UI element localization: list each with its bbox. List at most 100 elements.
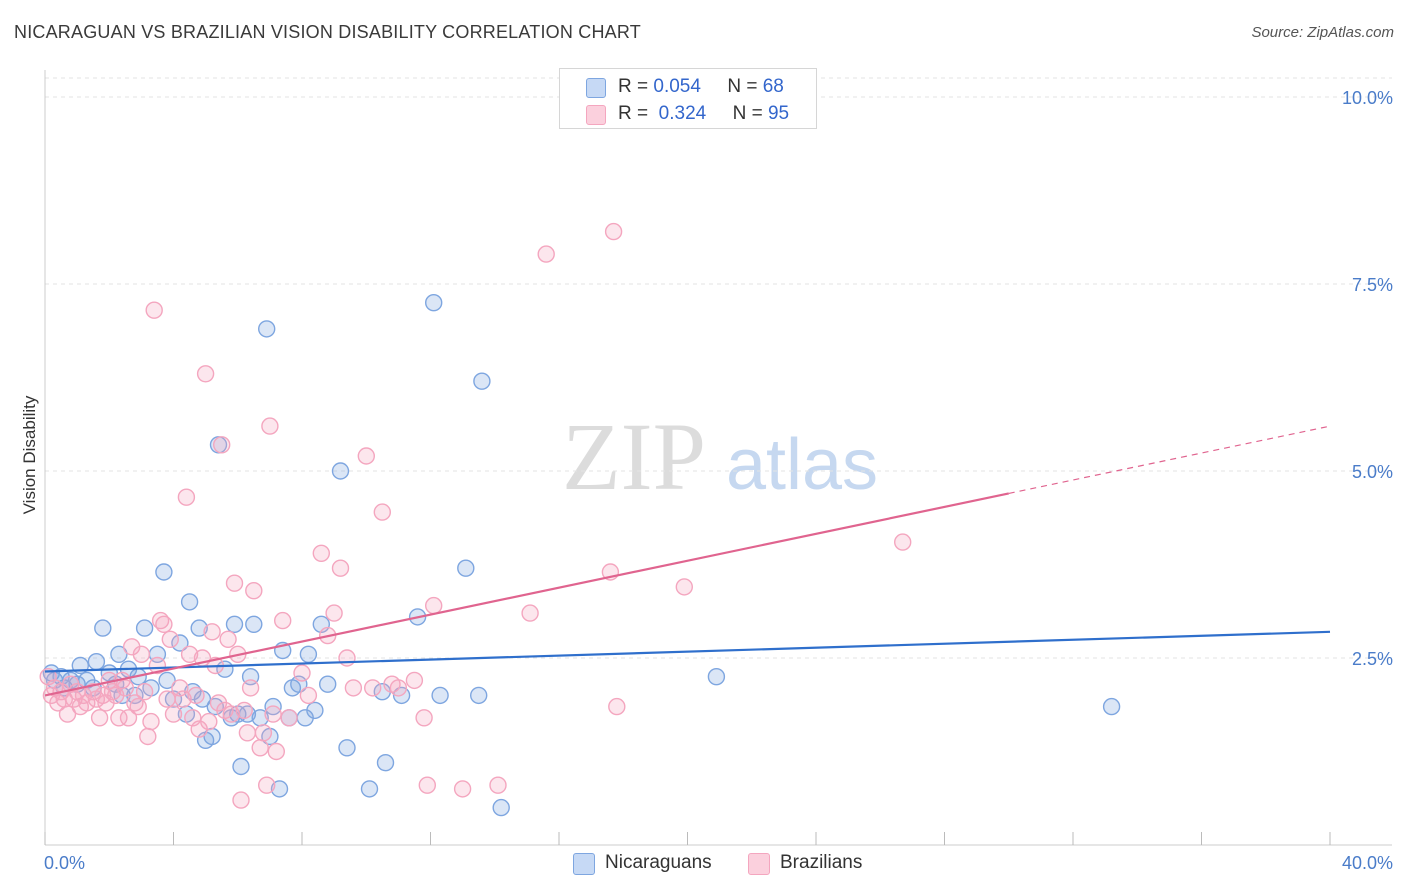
legend-swatch-brazilians bbox=[586, 105, 606, 125]
point-nicaraguans-56 bbox=[331, 462, 350, 480]
x-tick-label-max: 40.0% bbox=[1342, 853, 1393, 873]
point-nicaraguans-63 bbox=[425, 294, 443, 312]
point-nicaraguans-18 bbox=[135, 619, 154, 637]
point-brazilians-56 bbox=[225, 574, 244, 592]
watermark-zip: ZIP bbox=[562, 403, 706, 510]
point-nicaraguans-41 bbox=[245, 615, 263, 633]
point-brazilians-30 bbox=[139, 727, 157, 746]
point-brazilians-72 bbox=[299, 686, 318, 705]
point-brazilians-54 bbox=[219, 630, 237, 648]
axes bbox=[44, 70, 1392, 846]
point-brazilians-90 bbox=[521, 604, 539, 622]
point-brazilians-40 bbox=[174, 690, 192, 708]
point-nicaraguans-67 bbox=[473, 372, 491, 390]
point-brazilians-21 bbox=[110, 709, 128, 727]
point-brazilians-47 bbox=[196, 365, 215, 383]
point-nicaraguans-55 bbox=[319, 675, 337, 693]
point-brazilians-49 bbox=[203, 623, 221, 641]
point-brazilians-35 bbox=[155, 615, 173, 633]
point-brazilians-48 bbox=[200, 712, 218, 731]
point-brazilians-78 bbox=[344, 679, 363, 697]
y-tick-label-1: 5.0% bbox=[1352, 462, 1393, 482]
point-brazilians-84 bbox=[405, 671, 424, 690]
point-nicaraguans-46 bbox=[270, 780, 289, 798]
point-brazilians-23 bbox=[116, 679, 135, 697]
point-brazilians-69 bbox=[274, 611, 292, 630]
point-nicaraguans-10 bbox=[94, 619, 112, 637]
point-nicaraguans-21 bbox=[155, 563, 173, 581]
gridlines bbox=[45, 77, 1392, 659]
point-nicaraguans-22 bbox=[158, 671, 176, 690]
point-brazilians-79 bbox=[357, 447, 375, 465]
correlation-legend: R = 0.054 N = 68 R = 0.324 N = 95 bbox=[559, 68, 817, 129]
point-brazilians-76 bbox=[331, 559, 350, 577]
y-tick-label-2: 7.5% bbox=[1352, 275, 1393, 295]
point-nicaraguans-52 bbox=[299, 645, 318, 663]
point-nicaraguans-64 bbox=[431, 686, 449, 705]
point-brazilians-59 bbox=[235, 701, 253, 720]
point-brazilians-42 bbox=[180, 645, 199, 663]
point-brazilians-27 bbox=[129, 697, 147, 716]
point-brazilians-33 bbox=[148, 656, 167, 675]
trend-line-brazilians-extension bbox=[1008, 425, 1331, 495]
legend-swatch-nicaraguans-bottom bbox=[573, 853, 595, 875]
legend-label-nicaraguans: Nicaraguans bbox=[605, 852, 712, 873]
source-label: Source: ZipAtlas.com bbox=[1251, 24, 1394, 41]
point-brazilians-15 bbox=[90, 709, 109, 727]
point-nicaraguans-60 bbox=[376, 754, 395, 772]
point-brazilians-64 bbox=[254, 724, 273, 742]
point-nicaraguans-58 bbox=[360, 780, 379, 798]
point-brazilians-71 bbox=[293, 664, 311, 682]
point-nicaraguans-70 bbox=[1102, 697, 1121, 716]
point-brazilians-68 bbox=[267, 742, 285, 761]
point-brazilians-58 bbox=[232, 791, 250, 809]
point-nicaraguans-68 bbox=[492, 798, 510, 817]
point-brazilians-89 bbox=[489, 776, 507, 794]
point-nicaraguans-43 bbox=[258, 320, 276, 338]
point-nicaraguans-36 bbox=[225, 615, 244, 633]
point-brazilians-44 bbox=[187, 686, 205, 705]
point-nicaraguans-13 bbox=[110, 645, 128, 663]
point-brazilians-86 bbox=[418, 776, 436, 794]
point-brazilians-41 bbox=[177, 488, 196, 506]
point-brazilians-28 bbox=[132, 645, 151, 663]
point-brazilians-91 bbox=[537, 245, 555, 263]
point-nicaraguans-65 bbox=[457, 559, 475, 577]
trend-line-nicaraguans bbox=[44, 630, 1331, 673]
legend-stats-nicaraguans: R = 0.054 N = 68 bbox=[618, 76, 784, 97]
point-brazilians-63 bbox=[251, 739, 269, 757]
legend-swatch-nicaraguans bbox=[586, 78, 606, 98]
point-brazilians-75 bbox=[325, 604, 343, 622]
point-nicaraguans-66 bbox=[470, 686, 488, 705]
point-brazilians-24 bbox=[119, 709, 138, 727]
point-brazilians-38 bbox=[164, 705, 183, 723]
point-brazilians-73 bbox=[312, 544, 330, 562]
x-tick-label-min: 0.0% bbox=[44, 853, 85, 873]
point-brazilians-93 bbox=[604, 222, 623, 241]
point-brazilians-95 bbox=[675, 578, 693, 596]
point-brazilians-52 bbox=[212, 436, 231, 454]
trend-line-brazilians bbox=[44, 492, 1009, 697]
point-brazilians-37 bbox=[161, 630, 180, 648]
y-tick-label-0: 2.5% bbox=[1352, 649, 1393, 669]
watermark-atlas: atlas bbox=[726, 425, 878, 505]
legend-swatch-brazilians-bottom bbox=[748, 853, 770, 875]
point-brazilians-60 bbox=[238, 724, 257, 742]
chart-title: NICARAGUAN VS BRAZILIAN VISION DISABILIT… bbox=[14, 22, 641, 42]
point-brazilians-55 bbox=[222, 705, 241, 723]
point-nicaraguans-28 bbox=[190, 619, 208, 637]
point-brazilians-94 bbox=[608, 697, 626, 716]
point-brazilians-31 bbox=[142, 712, 160, 731]
legend-label-brazilians: Brazilians bbox=[780, 852, 863, 873]
point-brazilians-85 bbox=[415, 709, 433, 727]
watermark: ZIP atlas bbox=[562, 403, 878, 510]
point-nicaraguans-50 bbox=[290, 675, 308, 693]
point-nicaraguans-69 bbox=[707, 668, 726, 686]
point-brazilians-39 bbox=[171, 679, 189, 697]
data-points bbox=[39, 222, 1121, 817]
point-brazilians-77 bbox=[338, 649, 356, 667]
point-nicaraguans-53 bbox=[306, 701, 324, 720]
point-brazilians-61 bbox=[241, 679, 260, 697]
point-brazilians-32 bbox=[145, 301, 163, 319]
point-brazilians-81 bbox=[373, 503, 391, 521]
